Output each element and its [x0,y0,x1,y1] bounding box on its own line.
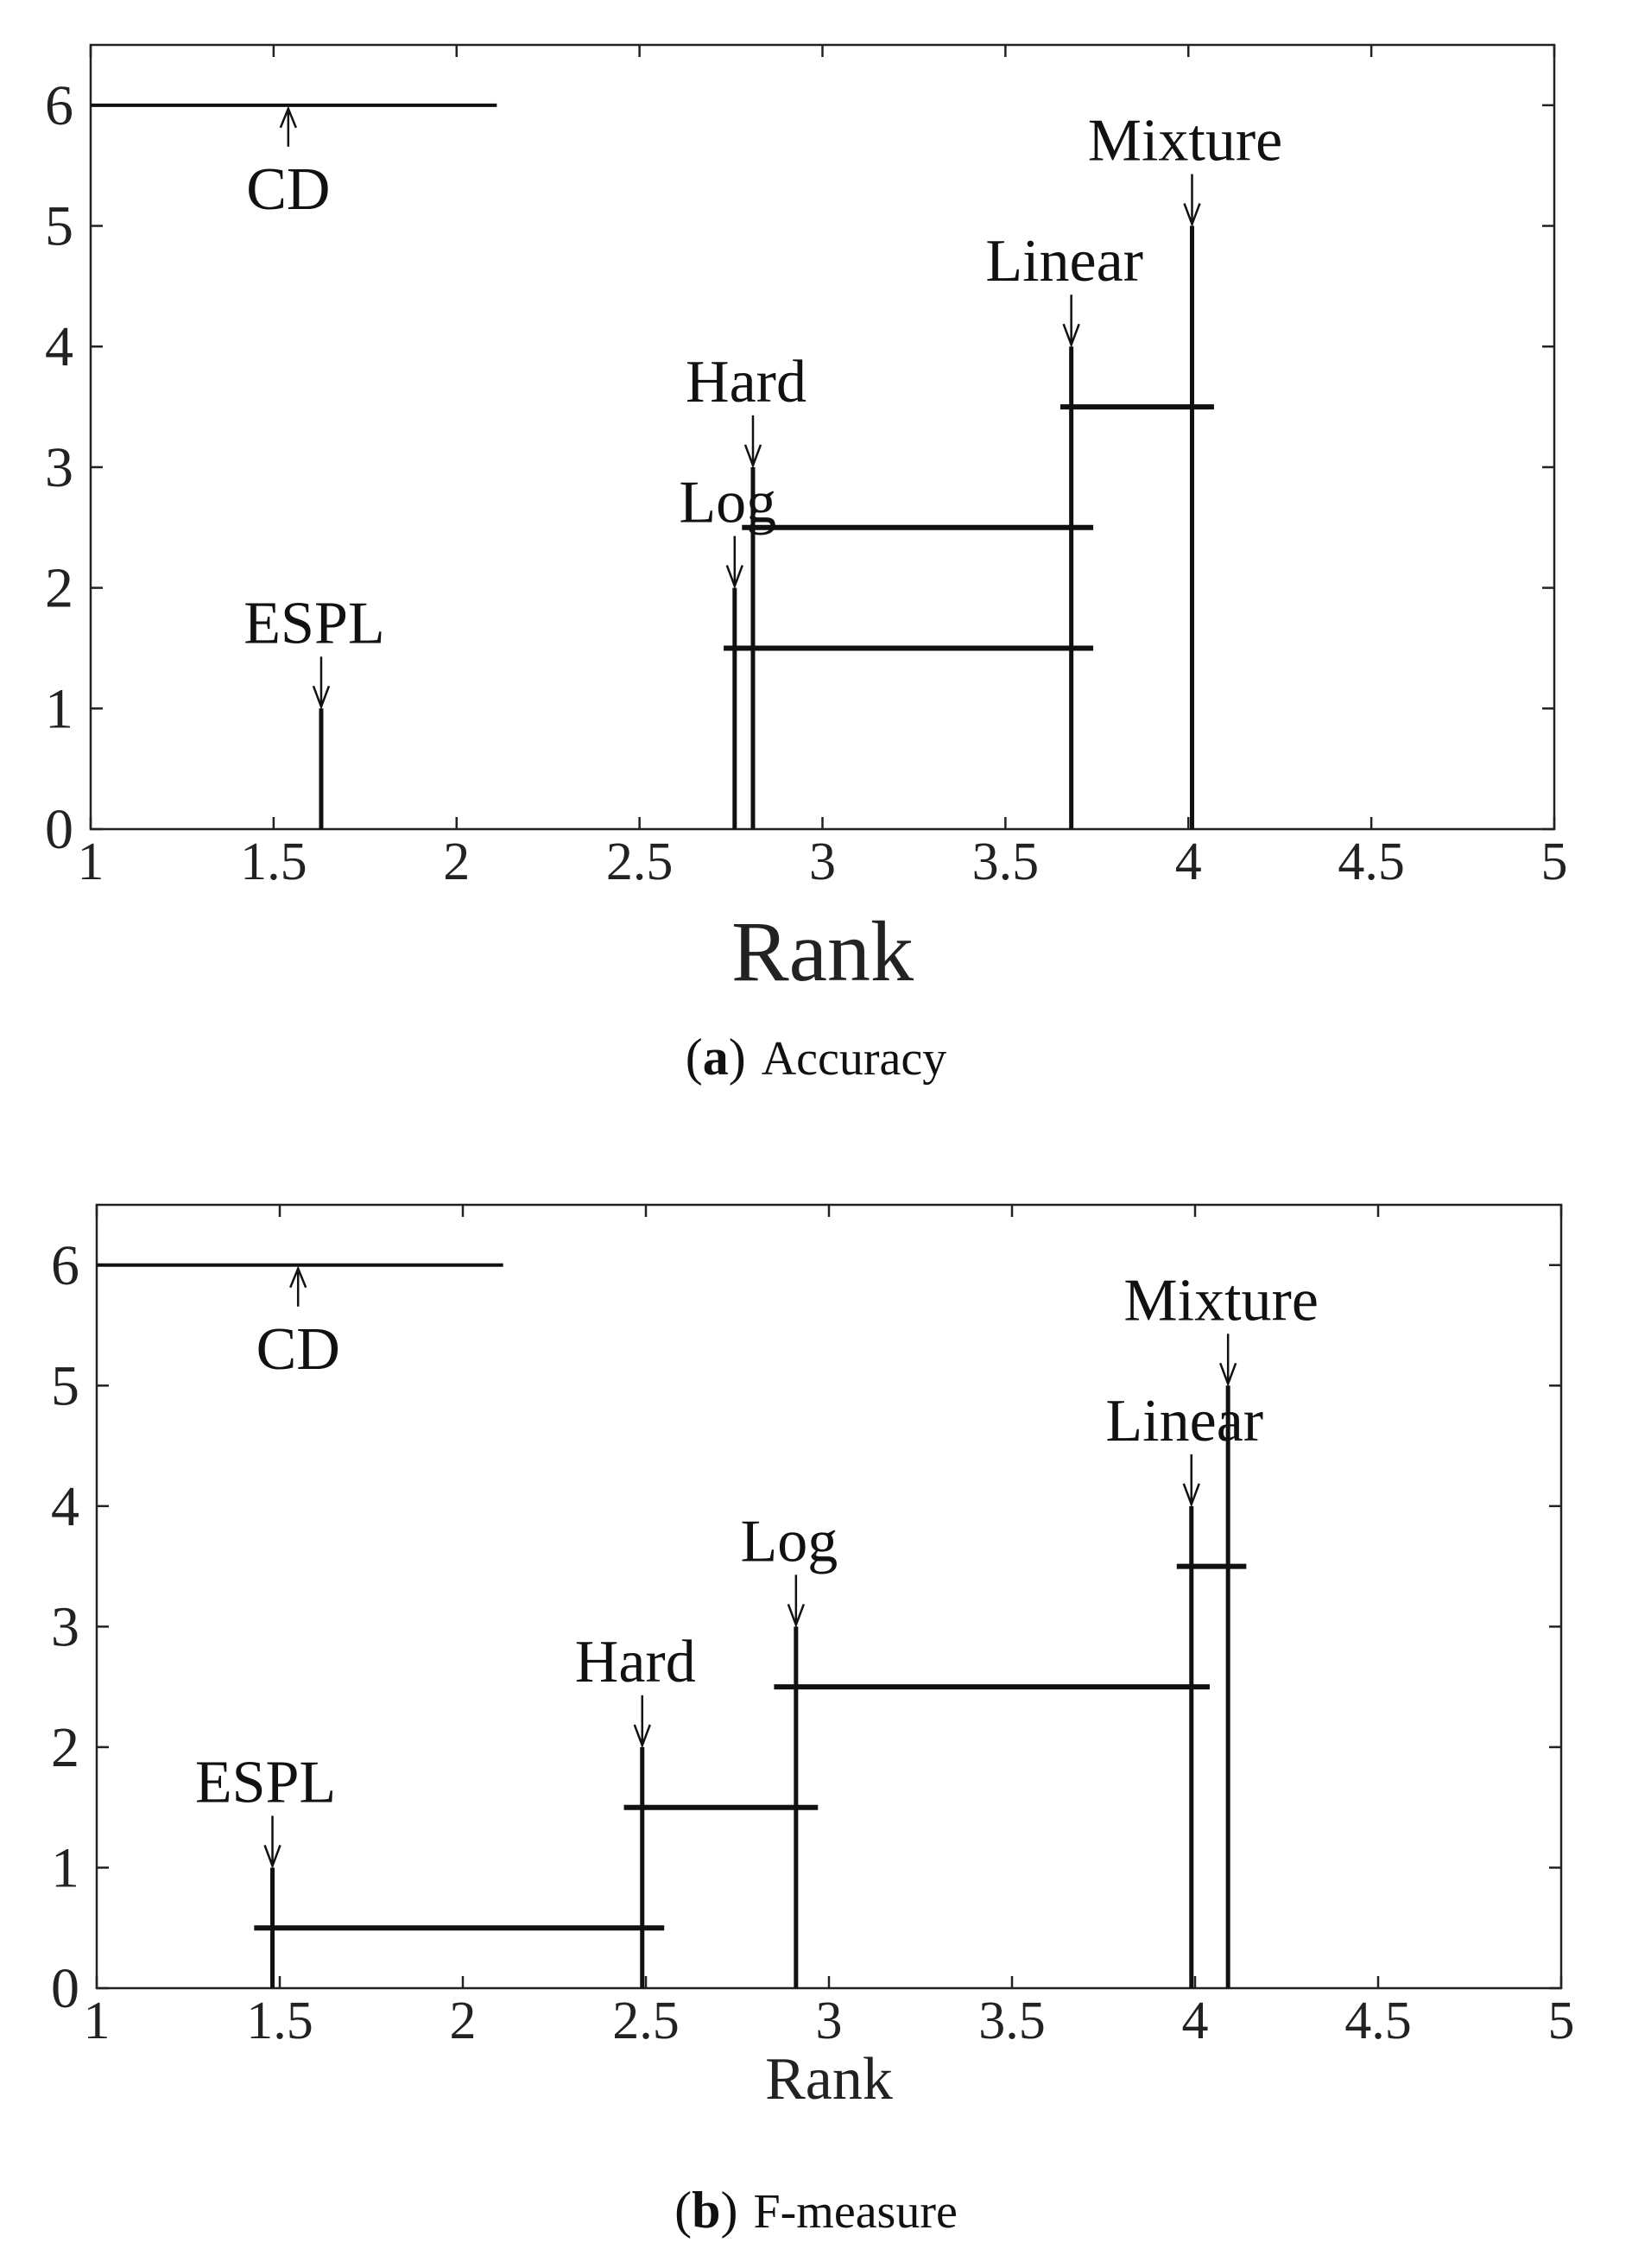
method-arrow-head [725,565,743,590]
method-arrow-head [312,685,331,710]
x-tick-label: 4.5 [1344,1992,1412,2050]
method-arrow-head [787,1603,806,1628]
method-arrow-head [1218,1362,1237,1387]
x-tick-label: 2 [450,1992,477,2050]
y-tick-label: 2 [45,557,73,620]
x-tick-label: 1 [84,1992,111,2050]
x-tick-label: 1 [78,833,104,891]
x-tick-label: 2.5 [612,1992,680,2050]
y-tick-label: 5 [45,195,73,258]
y-tick-label: 0 [51,1957,79,2020]
method-arrow-head [743,444,762,469]
x-tick-label: 3 [809,833,836,891]
method-arrow-head [263,1845,281,1870]
caption-letter: a [702,1029,729,1086]
cd-arrow-head [279,105,297,129]
caption-open-paren: ( [685,1029,703,1086]
caption-close-paren: ) [728,1029,746,1086]
method-label: Mixture [1123,1267,1319,1334]
caption-accuracy: (a) Accuracy [0,1028,1632,1087]
method-label: ESPL [195,1749,336,1815]
caption-open-paren: ( [674,2182,693,2239]
panel-f-measure: 1 1.5 2 2.5 3 3.5 4 4.5 5 0 1 2 3 4 5 6 Rank CD ESPL Hard Lo… [0,1157,1632,2268]
panel-accuracy: 1 1.5 2 2.5 3 3.5 4 4.5 5 0 1 2 3 4 5 6 Rank CD ESPL Log Har… [0,43,1632,1087]
cd-arrow-head [289,1265,307,1289]
method-label: Hard [686,349,807,415]
method-arrow-head [1062,323,1080,348]
method-label: Linear [985,228,1143,295]
x-tick-label: 3.5 [972,833,1040,891]
caption-close-paren: ) [720,2182,738,2239]
y-tick-label: 0 [45,798,73,861]
y-tick-label: 4 [51,1475,79,1538]
x-tick-label: 3 [816,1992,843,2050]
y-tick-label: 5 [51,1354,79,1417]
x-tick-label: 5 [1548,1992,1575,2050]
x-tick-label: 3.5 [978,1992,1046,2050]
x-tick-label: 1.5 [240,833,307,891]
y-tick-label: 6 [45,74,73,137]
y-tick-label: 6 [51,1234,79,1297]
y-tick-label: 2 [51,1716,79,1779]
x-tick-label: 2.5 [606,833,674,891]
cd-label: CD [246,156,330,223]
caption-letter: b [692,2182,721,2239]
method-label: Log [740,1508,838,1574]
method-arrow-head [1183,203,1201,228]
chart-f-measure: 1 1.5 2 2.5 3 3.5 4 4.5 50123456RankCDESPLHardLo… [51,1203,1575,2113]
method-label: Hard [575,1629,696,1695]
method-label: ESPL [244,590,384,656]
y-tick-label: 3 [45,436,73,499]
y-tick-label: 1 [51,1836,79,1899]
x-tick-label: 2 [443,833,470,891]
chart-accuracy: 1 1.5 2 2.5 3 3.5 4 4.5 50123456RankCDESPLLogHar… [45,43,1568,999]
x-tick-label: 4 [1182,1992,1209,2050]
x-tick-label: 4.5 [1338,833,1405,891]
caption-text: F-measure [753,2185,958,2239]
caption-text: Accuracy [761,1032,947,1086]
method-arrow-head [633,1724,651,1749]
y-tick-label: 4 [45,315,73,378]
method-label: Mixture [1088,108,1283,174]
x-tick-label: 4 [1175,833,1202,891]
caption-f-measure: (b) F-measure [0,2181,1632,2240]
x-axis-label: Rank [765,2046,893,2113]
x-tick-label: 5 [1541,833,1568,891]
y-tick-label: 1 [45,677,73,740]
y-tick-label: 3 [51,1595,79,1658]
method-arrow-head [1182,1483,1200,1508]
method-label: Linear [1105,1388,1263,1454]
cd-label: CD [256,1316,340,1383]
x-axis-label: Rank [731,903,914,999]
x-tick-label: 1.5 [246,1992,313,2050]
